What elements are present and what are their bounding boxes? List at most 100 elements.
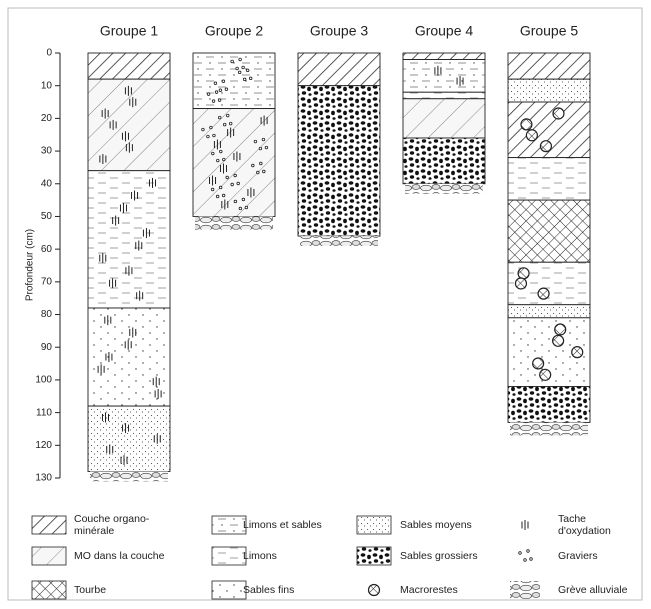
macroreste [540, 141, 551, 152]
y-tick-label: 110 [36, 407, 52, 418]
y-tick-label: 0 [46, 48, 52, 59]
legend-swatch [32, 581, 66, 599]
group-name: Groupe 5 [520, 23, 579, 39]
layer [510, 422, 588, 435]
layer [88, 171, 170, 308]
y-tick-label: 50 [41, 211, 53, 222]
macroreste [540, 369, 551, 380]
legend-swatch [32, 516, 66, 534]
legend-label: Couche organo-minérale [74, 513, 170, 537]
gravel [215, 91, 218, 94]
y-tick-label: 130 [35, 473, 52, 484]
layer [298, 86, 380, 236]
layer [508, 79, 590, 102]
layer [300, 236, 378, 246]
group-name: Groupe 2 [205, 23, 264, 39]
gravel [254, 140, 257, 143]
legend-swatch [357, 516, 391, 534]
gravel [242, 198, 245, 201]
gravel [242, 66, 245, 69]
gravel [238, 71, 241, 74]
gravel [218, 99, 221, 102]
gravel [219, 150, 222, 153]
layer [403, 99, 485, 138]
legend-swatch [357, 547, 391, 565]
layer [403, 138, 485, 184]
macroreste [533, 358, 544, 369]
layer [298, 53, 380, 86]
macroreste [521, 119, 532, 130]
legend-swatch [510, 581, 540, 599]
gravel [218, 116, 221, 119]
gravel [211, 188, 214, 191]
gravel [530, 558, 533, 561]
legend-label: Limons et sables [243, 519, 339, 531]
y-tick-label: 10 [41, 80, 53, 91]
legend-label: Tache d'oxydation [558, 513, 636, 537]
gravel [222, 158, 225, 161]
legend-swatch [212, 581, 246, 599]
layer [508, 305, 590, 318]
legend-label: Sables fins [243, 584, 339, 596]
gravel [249, 77, 252, 80]
gravel [225, 88, 228, 91]
legend-swatch [32, 547, 66, 565]
gravel [207, 135, 210, 138]
layer [195, 216, 273, 229]
gravel [222, 80, 225, 83]
y-tick-label: 20 [41, 113, 53, 124]
layer [508, 53, 590, 79]
gravel [207, 93, 210, 96]
gravel [234, 174, 237, 177]
gravel [226, 114, 229, 117]
layer [193, 109, 275, 217]
layer [193, 53, 275, 109]
y-tick-label: 80 [41, 309, 53, 320]
gravel [252, 164, 255, 167]
layer [508, 200, 590, 262]
legend-label: MO dans la couche [74, 550, 170, 562]
y-tick-label: 40 [41, 178, 53, 189]
gravel [243, 78, 246, 81]
layer [405, 184, 483, 194]
gravel [265, 146, 268, 149]
group-name: Groupe 4 [415, 23, 474, 39]
gravel [262, 138, 265, 141]
macroreste [553, 108, 564, 119]
gravel [222, 194, 225, 197]
legend-swatch [212, 516, 246, 534]
gravel [257, 171, 260, 174]
gravel [524, 559, 527, 562]
macroreste [369, 585, 380, 596]
gravel [234, 200, 237, 203]
macroreste [518, 268, 529, 279]
gravel [245, 206, 248, 209]
y-tick-label: 70 [41, 276, 53, 287]
group-name: Groupe 3 [310, 23, 369, 39]
gravel [237, 182, 240, 185]
legend-label: Sables moyens [400, 519, 496, 531]
y-tick-label: 30 [41, 146, 53, 157]
gravel [212, 100, 215, 103]
y-tick-label: 90 [41, 342, 53, 353]
gravel [259, 147, 262, 150]
layer [90, 471, 168, 481]
legend-label: Tourbe [74, 584, 170, 596]
figure: Profondeur (cm) 010203040506070809010011… [0, 0, 651, 609]
layer [508, 386, 590, 422]
gravel [219, 89, 222, 92]
gravel [216, 159, 219, 162]
gravel [202, 128, 205, 131]
gravel [239, 58, 242, 61]
gravel [239, 207, 242, 210]
gravel [527, 550, 530, 553]
macroreste [555, 324, 566, 335]
layer [403, 53, 485, 60]
gravel [226, 176, 229, 179]
gravel [210, 126, 213, 129]
gravel [216, 195, 219, 198]
gravel [211, 152, 214, 155]
gravel [231, 183, 234, 186]
gravel [236, 67, 239, 70]
layer [88, 53, 170, 79]
